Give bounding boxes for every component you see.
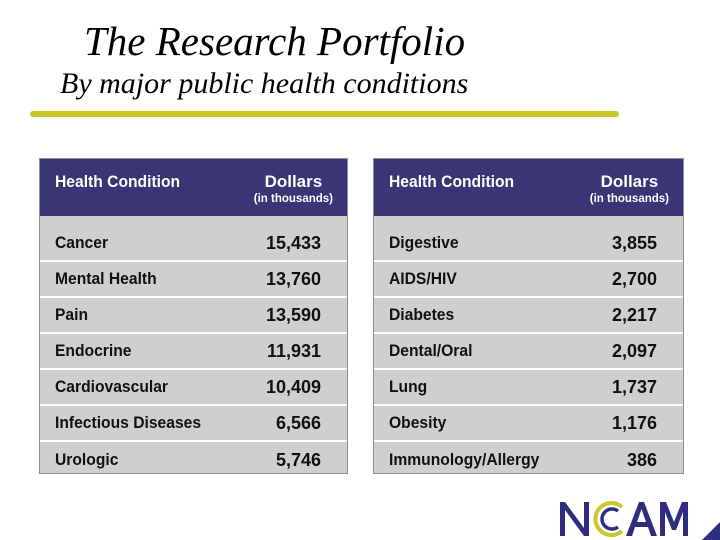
condition-name: Diabetes (389, 305, 455, 324)
header-condition: Health Condition (389, 172, 515, 191)
table-row: Immunology/Allergy 386 (374, 442, 683, 478)
condition-name: Digestive (389, 233, 459, 252)
header-dollars-label: Dollars (600, 172, 659, 191)
table-row: Lung 1,737 (374, 370, 683, 406)
slide-title: The Research Portfolio (84, 18, 466, 64)
left-table: Health Condition Dollars (in thousands) … (39, 158, 348, 474)
header-gap (40, 216, 347, 226)
condition-dollars: 15,433 (265, 232, 321, 253)
left-table-header: Health Condition Dollars (in thousands) (40, 159, 347, 216)
table-row: Diabetes 2,217 (374, 298, 683, 334)
condition-name: Endocrine (55, 341, 132, 360)
condition-dollars: 5,746 (275, 449, 321, 470)
table-row: Obesity 1,176 (374, 406, 683, 442)
condition-dollars: 13,590 (265, 304, 321, 325)
condition-name: Obesity (389, 413, 447, 432)
condition-name: Mental Health (55, 269, 157, 288)
condition-dollars: 2,097 (611, 340, 657, 361)
condition-dollars: 3,855 (611, 232, 657, 253)
slide-subtitle: By major public health conditions (60, 67, 469, 100)
condition-dollars: 13,760 (265, 268, 321, 289)
condition-name: Infectious Diseases (55, 413, 202, 432)
header-dollars: Dollars (in thousands) (254, 172, 333, 206)
condition-dollars: 6,566 (275, 412, 321, 433)
condition-dollars: 10,409 (265, 376, 321, 397)
table-row: Endocrine 11,931 (40, 334, 347, 370)
condition-name: Urologic (55, 450, 119, 469)
header-gap (374, 216, 683, 226)
condition-dollars: 2,217 (611, 304, 657, 325)
condition-name: Immunology/Allergy (389, 450, 540, 469)
header-unit: (in thousands) (589, 193, 669, 205)
nccam-logo (560, 501, 720, 540)
condition-name: Pain (55, 305, 89, 324)
table-row: Digestive 3,855 (374, 226, 683, 262)
header-dollars-label: Dollars (264, 172, 323, 191)
condition-name: Cardiovascular (55, 377, 169, 396)
table-row: Dental/Oral 2,097 (374, 334, 683, 370)
table-row: Cardiovascular 10,409 (40, 370, 347, 406)
condition-dollars: 2,700 (611, 268, 657, 289)
condition-dollars: 11,931 (266, 340, 321, 361)
right-table-header: Health Condition Dollars (in thousands) (374, 159, 683, 216)
title-divider (30, 111, 619, 117)
condition-name: Lung (389, 377, 428, 396)
header-dollars: Dollars (in thousands) (590, 172, 669, 206)
left-table-body: Cancer 15,433 Mental Health 13,760 Pain 13,… (40, 226, 347, 478)
header-unit: (in thousands) (253, 193, 333, 205)
table-row: Infectious Diseases 6,566 (40, 406, 347, 442)
table-row: Pain 13,590 (40, 298, 347, 334)
header-condition: Health Condition (55, 172, 181, 191)
table-row: Mental Health 13,760 (40, 262, 347, 298)
condition-dollars: 1,176 (611, 412, 657, 433)
condition-dollars: 386 (626, 449, 657, 470)
table-row: Cancer 15,433 (40, 226, 347, 262)
condition-name: Dental/Oral (389, 341, 473, 360)
right-table: Health Condition Dollars (in thousands) … (373, 158, 684, 474)
condition-name: Cancer (55, 233, 109, 252)
table-row: Urologic 5,746 (40, 442, 347, 478)
table-row: AIDS/HIV 2,700 (374, 262, 683, 298)
condition-dollars: 1,737 (611, 376, 657, 397)
right-table-body: Digestive 3,855 AIDS/HIV 2,700 Diabetes 2,2… (374, 226, 683, 478)
condition-name: AIDS/HIV (389, 269, 457, 288)
